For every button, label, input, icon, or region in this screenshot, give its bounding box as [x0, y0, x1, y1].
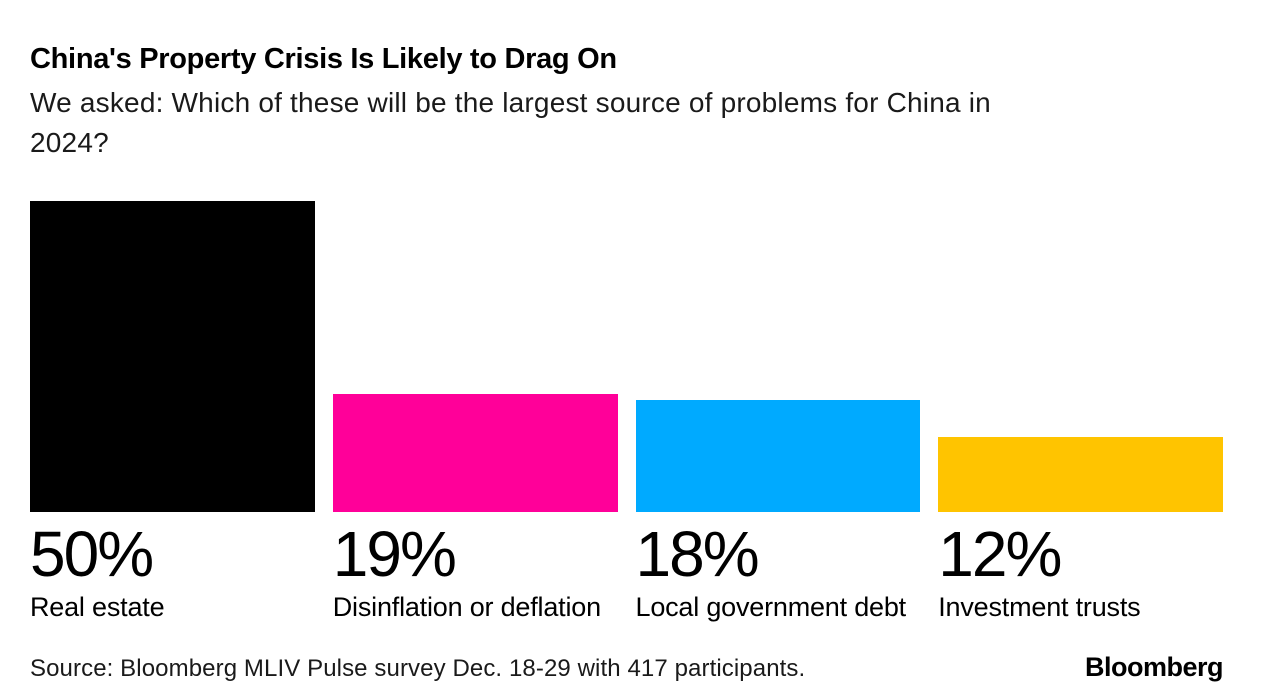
chart-inner: China's Property Crisis Is Likely to Dra… — [30, 43, 1224, 682]
label-group-investment-trusts: 12% Investment trusts — [938, 512, 1223, 621]
label-group-disinflation: 19% Disinflation or deflation — [333, 512, 618, 621]
bar-investment-trusts — [938, 437, 1223, 512]
category-label-disinflation: Disinflation or deflation — [332, 592, 601, 622]
chart-title: China's Property Crisis Is Likely to Dra… — [30, 43, 617, 75]
category-label-real-estate: Real estate — [30, 592, 165, 622]
label-group-real-estate: 50% Real estate — [30, 512, 315, 621]
value-label-local-government-debt: 18% — [635, 518, 760, 590]
category-label-investment-trusts: Investment trusts — [938, 592, 1141, 622]
category-label-local-government-debt: Local government debt — [635, 592, 907, 622]
source-note: Source: Bloomberg MLIV Pulse survey Dec.… — [30, 655, 806, 682]
chart-subtitle-line-2: 2024? — [30, 127, 109, 158]
value-label-investment-trusts: 12% — [938, 518, 1062, 590]
bar-group-local-government-debt — [635, 201, 921, 512]
bar-group-investment-trusts — [938, 201, 1223, 512]
label-group-local-government-debt: 18% Local government debt — [636, 512, 921, 621]
value-label-disinflation: 19% — [332, 518, 457, 590]
chart-footer: Source: Bloomberg MLIV Pulse survey Dec.… — [30, 652, 1224, 682]
bar-labels-row: 50% Real estate 19% Disinflation or defl… — [30, 512, 1223, 621]
bar-disinflation — [332, 394, 618, 512]
bar-local-government-debt — [635, 400, 921, 512]
bar-group-disinflation — [332, 201, 618, 512]
bar-plot — [30, 201, 1223, 512]
bar-group-real-estate — [30, 201, 315, 512]
chart-subtitle: We asked: Which of these will be the lar… — [30, 83, 1223, 163]
bloomberg-logo: Bloomberg — [1084, 652, 1224, 682]
value-label-real-estate: 50% — [30, 518, 154, 590]
chart-subtitle-line-1: We asked: Which of these will be the lar… — [30, 87, 991, 118]
bar-real-estate — [30, 201, 315, 512]
